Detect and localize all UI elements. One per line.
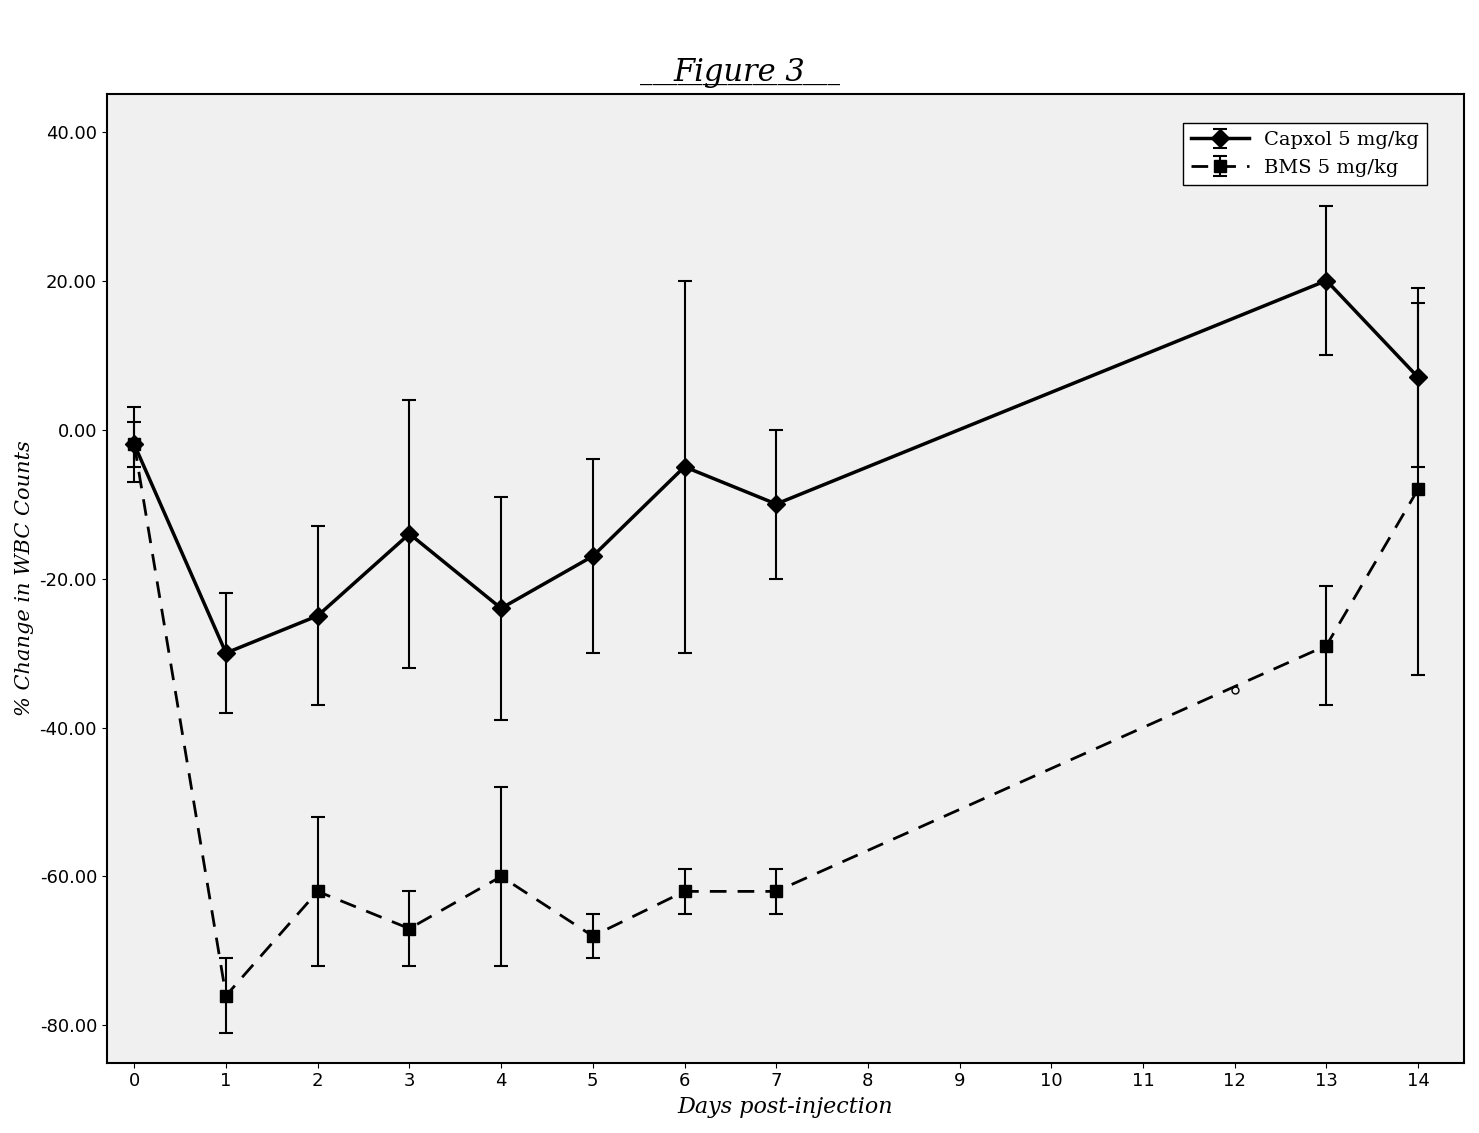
Text: ________________: ________________ — [639, 62, 840, 85]
Text: Figure 3: Figure 3 — [673, 57, 806, 87]
X-axis label: Days post-injection: Days post-injection — [677, 1096, 893, 1118]
Legend: Capxol 5 mg/kg, BMS 5 mg/kg: Capxol 5 mg/kg, BMS 5 mg/kg — [1183, 123, 1427, 185]
Y-axis label: % Change in WBC Counts: % Change in WBC Counts — [15, 441, 34, 716]
